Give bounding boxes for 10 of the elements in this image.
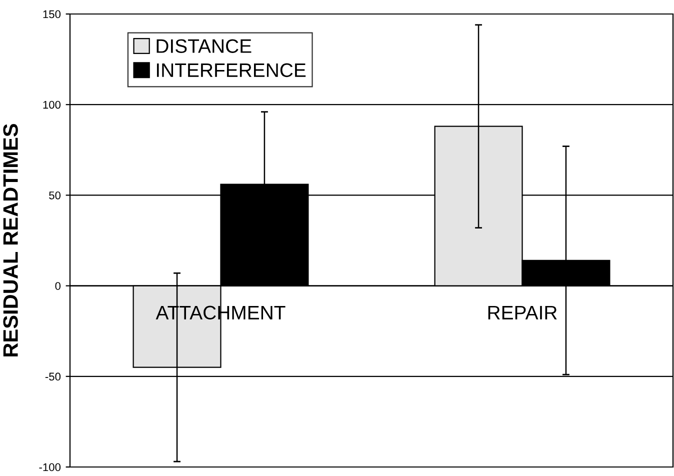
y-tick-label: 100 xyxy=(43,100,61,109)
legend-label: DISTANCE xyxy=(156,39,252,53)
y-tick-label: 0 xyxy=(55,282,61,290)
x-tick-label: REPAIR xyxy=(488,306,557,320)
y-tick-label: 50 xyxy=(49,191,61,200)
legend-label: INTERFERENCE xyxy=(156,63,306,78)
y-axis-title: RESIDUAL READTIMES xyxy=(3,124,18,356)
y-tick-label: -100 xyxy=(39,463,61,472)
y-tick-label: 150 xyxy=(43,10,61,18)
y-tick-label: -50 xyxy=(45,372,61,381)
